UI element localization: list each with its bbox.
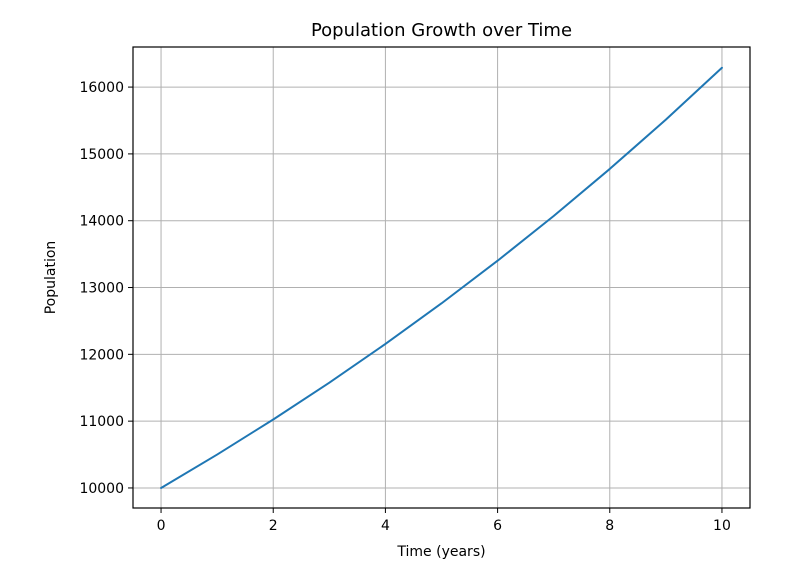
x-tick-label: 0 — [157, 518, 166, 534]
y-tick-label: 10000 — [79, 481, 124, 497]
plot-frame — [132, 46, 751, 509]
x-axis-title: Time (years) — [396, 544, 485, 560]
x-tick-label: 8 — [605, 518, 614, 534]
x-tick-label: 6 — [493, 518, 502, 534]
y-axis-title: Population — [43, 241, 59, 315]
chart-title: Population Growth over Time — [311, 20, 572, 41]
x-tick-label: 4 — [381, 518, 390, 534]
y-axis-ticks: 10000 11000 12000 13000 14000 15000 16000 — [79, 80, 133, 497]
grid — [133, 47, 750, 508]
x-axis-ticks: 0 2 4 6 8 10 — [157, 508, 731, 534]
x-tick-label: 10 — [713, 518, 731, 534]
y-tick-label: 13000 — [79, 281, 124, 297]
y-tick-label: 11000 — [79, 414, 124, 430]
y-tick-label: 12000 — [79, 347, 124, 363]
series-line-0 — [160, 66, 723, 489]
y-tick-label: 14000 — [79, 214, 124, 230]
y-tick-label: 15000 — [79, 147, 124, 163]
series-layer — [160, 66, 723, 489]
y-tick-label: 16000 — [79, 80, 124, 96]
x-tick-label: 2 — [269, 518, 278, 534]
